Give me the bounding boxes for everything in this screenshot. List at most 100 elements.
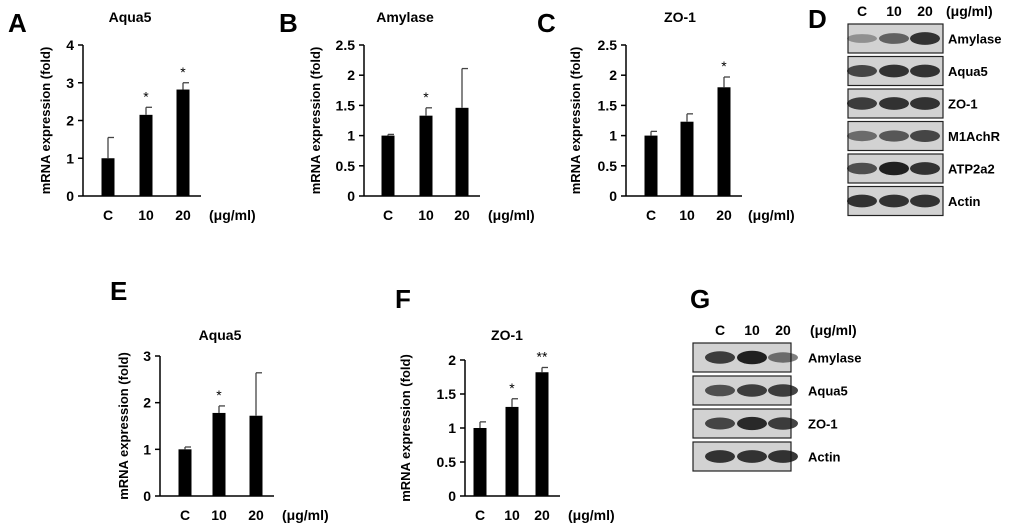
significance-mark: * bbox=[423, 89, 429, 105]
y-tick-label: 0 bbox=[143, 488, 151, 504]
blot-band bbox=[879, 64, 909, 78]
chart-panel-a: A Aqua5 mRNA expression (fold) 0 1 2 3 4 C * 10 * 20… bbox=[8, 8, 256, 223]
protein-label: Aqua5 bbox=[808, 384, 848, 399]
panel-letter: C bbox=[537, 8, 556, 38]
y-tick-label: 1.5 bbox=[437, 386, 457, 402]
y-tick-label: 1 bbox=[143, 441, 151, 457]
significance-mark: * bbox=[216, 387, 222, 403]
lane-label: 10 bbox=[886, 3, 902, 19]
protein-label: Actin bbox=[948, 194, 981, 209]
y-axis-label: mRNA expression (fold) bbox=[308, 47, 323, 195]
blot-band bbox=[768, 352, 798, 363]
x-unit-label: (μg/ml) bbox=[282, 507, 329, 523]
chart-title: Aqua5 bbox=[109, 9, 152, 25]
blot-band bbox=[879, 194, 909, 208]
y-tick-label: 0 bbox=[609, 188, 617, 204]
x-tick-label: 10 bbox=[418, 207, 434, 223]
bar bbox=[535, 372, 549, 496]
y-tick-label: 1 bbox=[347, 128, 355, 144]
y-tick-label: 3 bbox=[66, 75, 74, 91]
lane-label: C bbox=[715, 322, 725, 338]
y-tick-label: 1 bbox=[448, 420, 456, 436]
panel-letter: G bbox=[690, 284, 710, 314]
blot-band bbox=[705, 450, 735, 463]
bar bbox=[178, 449, 192, 496]
bar bbox=[419, 115, 433, 196]
x-tick-label: 10 bbox=[138, 207, 154, 223]
x-tick-label: 20 bbox=[716, 207, 732, 223]
significance-mark: * bbox=[721, 58, 727, 74]
blot-band bbox=[910, 194, 940, 208]
protein-label: Actin bbox=[808, 450, 841, 465]
blot-band bbox=[705, 384, 735, 397]
blot-band bbox=[768, 384, 798, 397]
significance-mark: * bbox=[509, 380, 515, 396]
y-tick-label: 0.5 bbox=[598, 158, 618, 174]
y-tick-label: 0.5 bbox=[437, 454, 457, 470]
lane-label: 20 bbox=[775, 322, 791, 338]
chart-panel-b: B Amylase mRNA expression (fold) 0 0.5 1 1.5 2 2… bbox=[279, 8, 535, 223]
y-tick-label: 2.5 bbox=[598, 37, 618, 53]
panel-letter: F bbox=[395, 284, 411, 314]
blot-band bbox=[910, 130, 940, 142]
bar bbox=[644, 135, 658, 196]
protein-label: Amylase bbox=[808, 351, 861, 366]
bar bbox=[101, 158, 115, 196]
significance-mark: * bbox=[180, 64, 186, 80]
protein-label: Amylase bbox=[948, 32, 1001, 47]
chart-panel-c: C ZO-1 mRNA expression (fold) 0 0.5 1 1.5 2 2.5 C… bbox=[537, 8, 795, 223]
blot-band bbox=[737, 384, 767, 397]
panel-letter: D bbox=[808, 4, 827, 34]
blot-band bbox=[847, 34, 877, 43]
x-unit-label: (μg/ml) bbox=[209, 207, 256, 223]
x-tick-label: C bbox=[646, 207, 656, 223]
bar bbox=[680, 121, 694, 196]
x-tick-label: 10 bbox=[679, 207, 695, 223]
y-tick-label: 2 bbox=[143, 395, 151, 411]
blot-band bbox=[910, 32, 940, 45]
x-tick-label: 10 bbox=[504, 507, 520, 523]
blot-band bbox=[879, 97, 909, 110]
bar bbox=[381, 135, 395, 196]
chart-panel-f: F ZO-1 mRNA expression (fold) 0 0.5 1 1.5 2 C * 10… bbox=[395, 284, 615, 523]
x-tick-label: C bbox=[180, 507, 190, 523]
blot-band bbox=[879, 130, 909, 142]
bar bbox=[717, 87, 731, 196]
x-tick-label: 20 bbox=[454, 207, 470, 223]
blot-band bbox=[705, 351, 735, 364]
blot-panel-g: GC 10 20 (μg/ml) Amylase Aqua5 ZO-1 Actin bbox=[690, 284, 861, 472]
y-axis-label: mRNA expression (fold) bbox=[568, 47, 583, 195]
x-tick-label: 20 bbox=[534, 507, 550, 523]
blot-band bbox=[879, 33, 909, 44]
protein-label: ZO-1 bbox=[948, 97, 978, 112]
protein-label: M1AchR bbox=[948, 129, 1001, 144]
blot-panel-d: D C 10 20 (μg/ml) Amylase Aqua5 ZO-1 M1AchR ATP2a… bbox=[808, 3, 1001, 217]
blot-band bbox=[737, 350, 767, 365]
x-unit-label: (μg/ml) bbox=[568, 507, 615, 523]
x-tick-label: C bbox=[103, 207, 113, 223]
blot-band bbox=[879, 161, 909, 176]
y-axis-label: mRNA expression (fold) bbox=[398, 354, 413, 502]
blot-band bbox=[705, 417, 735, 430]
bar bbox=[212, 412, 226, 496]
lane-label: 10 bbox=[744, 322, 760, 338]
y-tick-label: 2 bbox=[66, 113, 74, 129]
blot-band bbox=[847, 97, 877, 110]
x-tick-label: 20 bbox=[175, 207, 191, 223]
bar bbox=[455, 107, 469, 196]
panel-letter: A bbox=[8, 8, 27, 38]
x-unit-label: (μg/ml) bbox=[488, 207, 535, 223]
lane-label: 20 bbox=[917, 3, 933, 19]
y-tick-label: 2 bbox=[448, 352, 456, 368]
y-tick-label: 0 bbox=[347, 188, 355, 204]
bar bbox=[176, 89, 190, 196]
protein-label: ZO-1 bbox=[808, 417, 838, 432]
x-unit-label: (μg/ml) bbox=[748, 207, 795, 223]
lane-unit-label: (μg/ml) bbox=[810, 322, 857, 338]
y-axis-label: mRNA expression (fold) bbox=[38, 47, 53, 195]
y-tick-label: 1.5 bbox=[336, 97, 356, 113]
blot-band bbox=[910, 162, 940, 175]
y-tick-label: 1.5 bbox=[598, 97, 618, 113]
chart-panel-e: E Aqua5 mRNA expression (fold) 0 1 2 3 C * 10 20 (μ… bbox=[110, 276, 329, 523]
